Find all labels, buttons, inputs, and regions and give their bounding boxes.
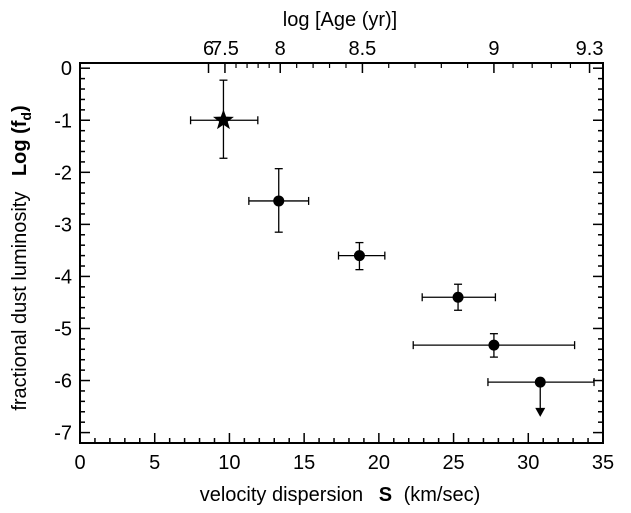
y-tick-label: -1 — [54, 110, 72, 132]
x-tick-label: 0 — [74, 452, 85, 474]
y-tick-label: -3 — [54, 214, 72, 236]
top-axis-title: log [Age (yr)] — [283, 9, 397, 31]
circle-marker — [488, 339, 500, 351]
top-tick-label: 6 — [203, 38, 214, 60]
data-point — [337, 241, 386, 271]
x-tick-label: 20 — [368, 452, 390, 474]
circle-marker — [273, 195, 285, 207]
x-axis-title-symbol: S — [379, 484, 392, 506]
x-axis-title: velocity dispersion S (km/sec) — [200, 484, 481, 506]
circle-marker — [452, 291, 464, 303]
x-tick-label: 5 — [149, 452, 160, 474]
data-point — [421, 283, 497, 311]
data-point — [412, 333, 576, 358]
data-points — [189, 79, 595, 417]
y-axis-title: fractional dust luminosity Log (fd) — [9, 105, 34, 410]
plot-frame — [79, 62, 604, 444]
y-tick-label: -6 — [54, 371, 72, 393]
x-tick-label: 30 — [517, 452, 539, 474]
x-axis-title-text: velocity dispersion — [200, 484, 363, 506]
y-axis-title-text: fractional dust luminosity — [9, 192, 31, 411]
data-point — [487, 376, 595, 417]
y-tick-label: 0 — [61, 58, 72, 80]
y-tick-label: -2 — [54, 162, 72, 184]
y-tick-label: -7 — [54, 423, 72, 445]
y-axis-title-sub: d — [18, 112, 34, 121]
upper-limit-arrow — [535, 407, 546, 417]
circle-marker — [353, 250, 365, 262]
axes — [79, 62, 604, 444]
top-tick-label: 8 — [275, 38, 286, 60]
star-marker — [212, 109, 234, 130]
data-point — [248, 168, 310, 233]
y-axis-title-close: ) — [9, 105, 31, 112]
top-tick-label: 9.3 — [576, 38, 604, 60]
ticks — [79, 63, 604, 443]
y-tick-label: -5 — [54, 318, 72, 340]
x-tick-label: 25 — [442, 452, 464, 474]
top-tick-label: 9 — [488, 38, 499, 60]
x-axis-title-unit: (km/sec) — [404, 484, 481, 506]
top-tick-label: 8.5 — [349, 38, 377, 60]
top-tick-label: 7.5 — [211, 38, 239, 60]
x-tick-label: 35 — [592, 452, 614, 474]
y-axis-title-log: Log (f — [9, 120, 31, 176]
x-tick-label: 15 — [293, 452, 315, 474]
y-tick-label: -4 — [54, 266, 72, 288]
tick-labels: 0 5 10 15 20 25 30 35 0 -1 -2 -3 -4 -5 -6 -7 67.5 8 8.5 9 9.… — [54, 38, 614, 474]
data-point — [189, 79, 259, 159]
circle-marker — [534, 376, 546, 388]
x-tick-label: 10 — [218, 452, 240, 474]
